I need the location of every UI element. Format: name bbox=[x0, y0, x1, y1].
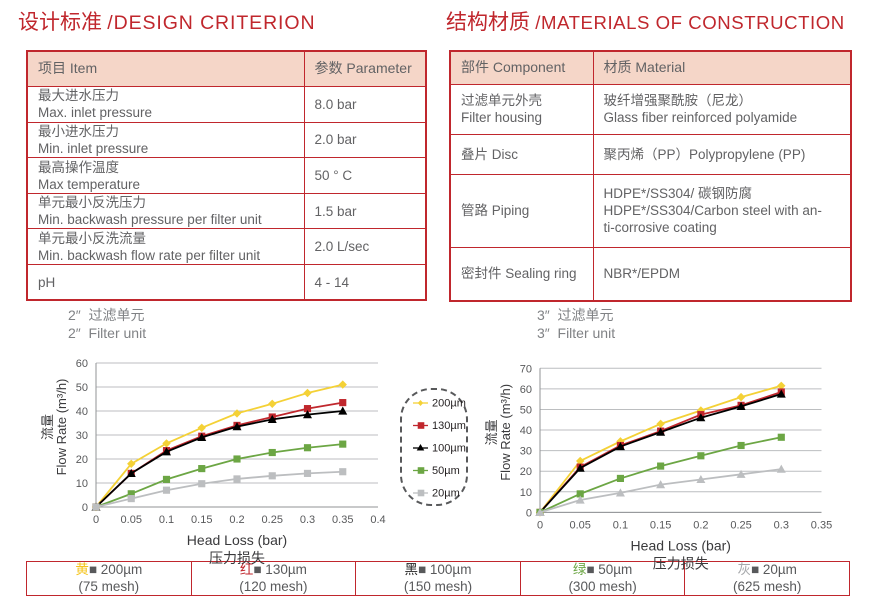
svg-text:10: 10 bbox=[76, 478, 88, 490]
svg-text:0.35: 0.35 bbox=[332, 514, 353, 526]
svg-text:30: 30 bbox=[520, 446, 532, 458]
svg-text:0: 0 bbox=[526, 507, 532, 519]
svg-text:0: 0 bbox=[537, 519, 543, 531]
svg-text:70: 70 bbox=[520, 363, 532, 375]
svg-text:50µm: 50µm bbox=[432, 465, 460, 477]
svg-text:40: 40 bbox=[76, 406, 88, 418]
svg-text:0.3: 0.3 bbox=[300, 514, 315, 526]
svg-text:Flow Rate (m³/h): Flow Rate (m³/h) bbox=[498, 384, 513, 481]
svg-text:40: 40 bbox=[520, 425, 532, 437]
svg-text:0.4: 0.4 bbox=[370, 514, 385, 526]
svg-text:20µm: 20µm bbox=[432, 488, 460, 500]
svg-text:0.05: 0.05 bbox=[569, 519, 590, 531]
svg-text:流量: 流量 bbox=[484, 419, 499, 445]
svg-text:0.3: 0.3 bbox=[774, 519, 789, 531]
svg-text:60: 60 bbox=[520, 384, 532, 396]
svg-text:压力损失: 压力损失 bbox=[653, 555, 709, 571]
svg-text:0.05: 0.05 bbox=[121, 514, 142, 526]
svg-text:0.35: 0.35 bbox=[811, 519, 832, 531]
svg-text:50: 50 bbox=[76, 382, 88, 394]
svg-text:0.15: 0.15 bbox=[650, 519, 671, 531]
svg-text:20: 20 bbox=[520, 466, 532, 478]
svg-text:Flow Rate (m³/h): Flow Rate (m³/h) bbox=[54, 379, 69, 476]
svg-text:压力损失: 压力损失 bbox=[209, 550, 265, 566]
svg-text:0.25: 0.25 bbox=[730, 519, 751, 531]
svg-text:0.15: 0.15 bbox=[191, 514, 212, 526]
svg-text:0.1: 0.1 bbox=[613, 519, 628, 531]
svg-text:0.1: 0.1 bbox=[159, 514, 174, 526]
svg-text:0.25: 0.25 bbox=[262, 514, 283, 526]
svg-text:Head Loss (bar): Head Loss (bar) bbox=[631, 537, 731, 553]
svg-text:60: 60 bbox=[76, 358, 88, 370]
svg-text:0.2: 0.2 bbox=[229, 514, 244, 526]
svg-text:Head Loss (bar): Head Loss (bar) bbox=[187, 532, 287, 548]
svg-text:50: 50 bbox=[520, 404, 532, 416]
svg-text:20: 20 bbox=[76, 454, 88, 466]
svg-text:0: 0 bbox=[93, 514, 99, 526]
svg-text:0.2: 0.2 bbox=[693, 519, 708, 531]
svg-text:流量: 流量 bbox=[40, 414, 55, 440]
svg-text:30: 30 bbox=[76, 430, 88, 442]
svg-text:10: 10 bbox=[520, 487, 532, 499]
svg-text:0: 0 bbox=[82, 502, 88, 514]
